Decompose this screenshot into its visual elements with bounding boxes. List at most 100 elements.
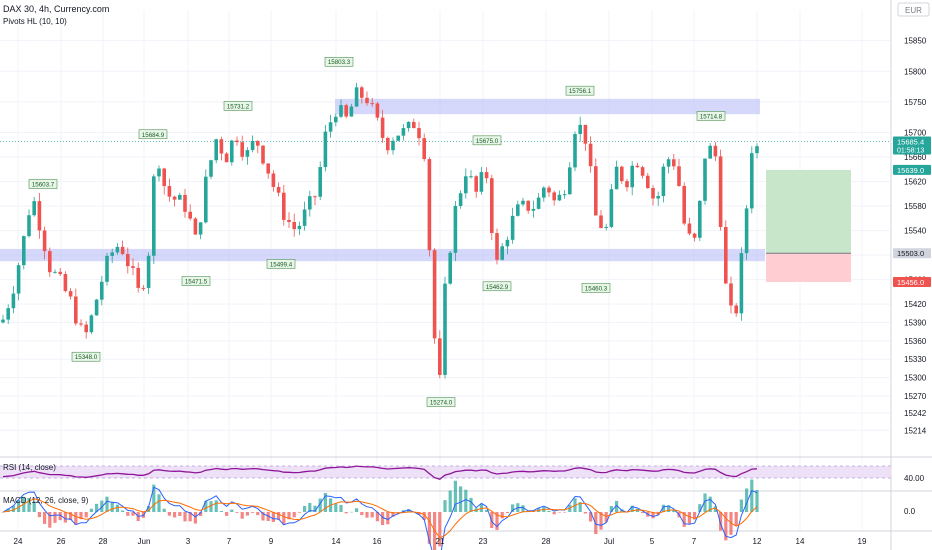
candle-body [640,167,645,176]
candle-body [115,246,120,253]
macd-histogram-bar [121,510,125,512]
candle-body [656,196,660,199]
candle-body [604,226,608,228]
candle-body [734,305,738,314]
candle-body [417,128,421,139]
pivot-label: 15714.8 [700,113,723,120]
macd-histogram-bar [173,512,177,518]
rsi-label[interactable]: RSI (14, close) [3,463,56,472]
macd-histogram-bar [391,512,395,517]
currency-label: EUR [905,6,922,15]
macd-histogram-bar [682,512,686,527]
macd-histogram-bar [344,512,348,514]
macd-histogram-bar [589,512,593,522]
candle-body [339,105,343,117]
candle-body [687,223,692,234]
macd-histogram-bar [230,509,234,512]
candle-body [32,201,36,216]
macd-histogram-bar [32,501,36,512]
date-tick-label: 19 [858,537,867,546]
currency-button[interactable] [897,2,930,17]
candle-body [505,239,510,247]
pivot-label: 15675.0 [476,138,499,145]
candle-body [755,146,759,154]
candle-body [276,186,281,193]
candle-body [344,105,348,117]
date-tick-label: Jul [604,537,614,546]
price-axis[interactable]: 15214 15242 15270 15300 15330 15360 15390 15420… [904,37,927,436]
candle-body [578,124,582,134]
macd-histogram-bar [193,512,197,524]
candle-body [406,121,411,129]
macd-histogram-bar [292,512,296,518]
time-axis[interactable]: 24 26 28 Jun 3 7 9 14 16 21 23 28 Jul 5 7 12 14 19 [14,537,867,546]
candle-body [614,166,619,190]
macd-histogram-bar [303,505,307,512]
position-profit-area[interactable] [766,169,851,254]
candle-body [568,167,572,195]
candle-body [724,226,728,284]
candle-body [599,215,603,228]
pivot-label-box [581,283,611,293]
candle-body [323,131,328,168]
date-tick-label: 3 [186,537,191,546]
macd-histogram-bar [443,500,447,512]
candle-body [500,246,504,260]
indicator-label[interactable]: Pivots HL (10, 10) [3,17,67,26]
candle-body [490,178,494,234]
candle-body [84,324,88,333]
candle-body [744,208,749,254]
macd-histogram-bar [1,512,5,513]
candle-body [235,140,239,143]
macd-histogram-bar [703,493,707,512]
candle-body [74,296,78,324]
candle-body [37,201,42,231]
macd-histogram-bar [547,510,551,512]
macd-histogram-bar [37,512,41,518]
candle-body [126,254,130,267]
macd-histogram-bar [84,512,88,518]
macd-histogram-bar [100,500,104,512]
candle-body [547,187,551,193]
date-tick-label: 14 [796,537,805,546]
candle-body [526,200,530,211]
target-price-badge: 15639.0 [897,166,924,175]
macd-label[interactable]: MACD (12, 26, close, 9) [3,496,89,505]
candle-body [635,165,640,168]
candle-body [162,168,166,187]
price-tick-label: 15580 [904,202,927,211]
candle-body [552,192,556,201]
macd-histogram-bar [256,512,260,516]
candle-body [464,176,468,194]
price-tick-label: 15270 [904,392,927,401]
candle-body [718,156,723,227]
macd-histogram-bar [308,502,312,512]
pivot-label-box [324,56,354,67]
candle-body [380,117,385,138]
position-loss-area[interactable] [766,253,851,283]
price-tick-label: 15214 [904,426,927,435]
macd-histogram-bar [17,499,21,512]
price-tick-label: 15850 [904,37,927,46]
candle-body [110,252,114,256]
candle-body [708,145,712,159]
target-price-badge-box [893,164,931,175]
date-tick-label: 21 [436,537,445,546]
macd-histogram-bar [58,512,62,521]
rsi-level-label: 40.00 [904,474,925,483]
candle-body [692,233,697,238]
support-zone [0,248,765,262]
candle-body [328,122,333,132]
macd-histogram-bar [521,505,525,512]
pivot-label-box [71,351,101,362]
macd-histogram-bar [323,493,327,512]
macd-histogram-bar [745,488,749,512]
candle-body [287,219,291,223]
price-tick-label: 15330 [904,355,927,364]
candle-body [729,283,733,306]
grid-lines [0,10,891,531]
candle-body [292,222,296,230]
candle-body [458,193,463,206]
macd-histogram-bar [375,512,379,522]
